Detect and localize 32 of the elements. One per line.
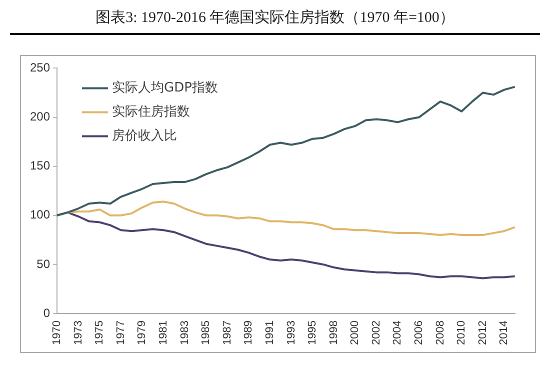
x-tick-label: 2004 bbox=[392, 320, 404, 346]
x-tick-label: 1981 bbox=[158, 320, 170, 346]
x-tick-label: 1985 bbox=[200, 320, 212, 346]
x-tick-label: 1979 bbox=[136, 320, 148, 346]
legend-label: 房价收入比 bbox=[112, 128, 178, 144]
y-tick-label: 250 bbox=[30, 60, 50, 75]
x-tick-label: 1998 bbox=[328, 320, 340, 346]
y-tick-label: 0 bbox=[43, 306, 50, 320]
y-tick-label: 100 bbox=[30, 208, 50, 222]
x-tick-label: 1989 bbox=[242, 320, 255, 346]
x-tick-label: 1993 bbox=[285, 320, 298, 346]
legend-label: 实际人均GDP指数 bbox=[112, 80, 218, 96]
x-tick-label: 2002 bbox=[370, 320, 382, 346]
x-tick-label: 2014 bbox=[498, 320, 510, 346]
chart-title: 图表3: 1970-2016 年德国实际住房指数（1970 年=100） bbox=[10, 8, 540, 35]
x-tick-label: 1983 bbox=[178, 320, 191, 346]
x-tick-label: 1973 bbox=[72, 320, 84, 346]
x-tick-label: 1970 bbox=[51, 320, 64, 346]
x-tick-label: 2012 bbox=[476, 320, 489, 346]
x-tick-label: 2008 bbox=[434, 320, 446, 346]
x-tick-label: 2010 bbox=[456, 320, 468, 346]
x-tick-label: 2000 bbox=[349, 320, 362, 346]
x-tick-label: 1987 bbox=[221, 320, 234, 346]
x-tick-label: 1995 bbox=[306, 320, 319, 346]
x-tick-label: 1975 bbox=[94, 320, 106, 346]
y-tick-label: 150 bbox=[30, 158, 50, 173]
x-tick-label: 2006 bbox=[413, 320, 426, 346]
y-tick-label: 200 bbox=[30, 110, 50, 124]
y-tick-label: 50 bbox=[36, 256, 50, 271]
x-tick-label: 1991 bbox=[264, 320, 276, 346]
legend-label: 实际住房指数 bbox=[112, 104, 190, 120]
x-tick-label: 1977 bbox=[114, 320, 127, 346]
